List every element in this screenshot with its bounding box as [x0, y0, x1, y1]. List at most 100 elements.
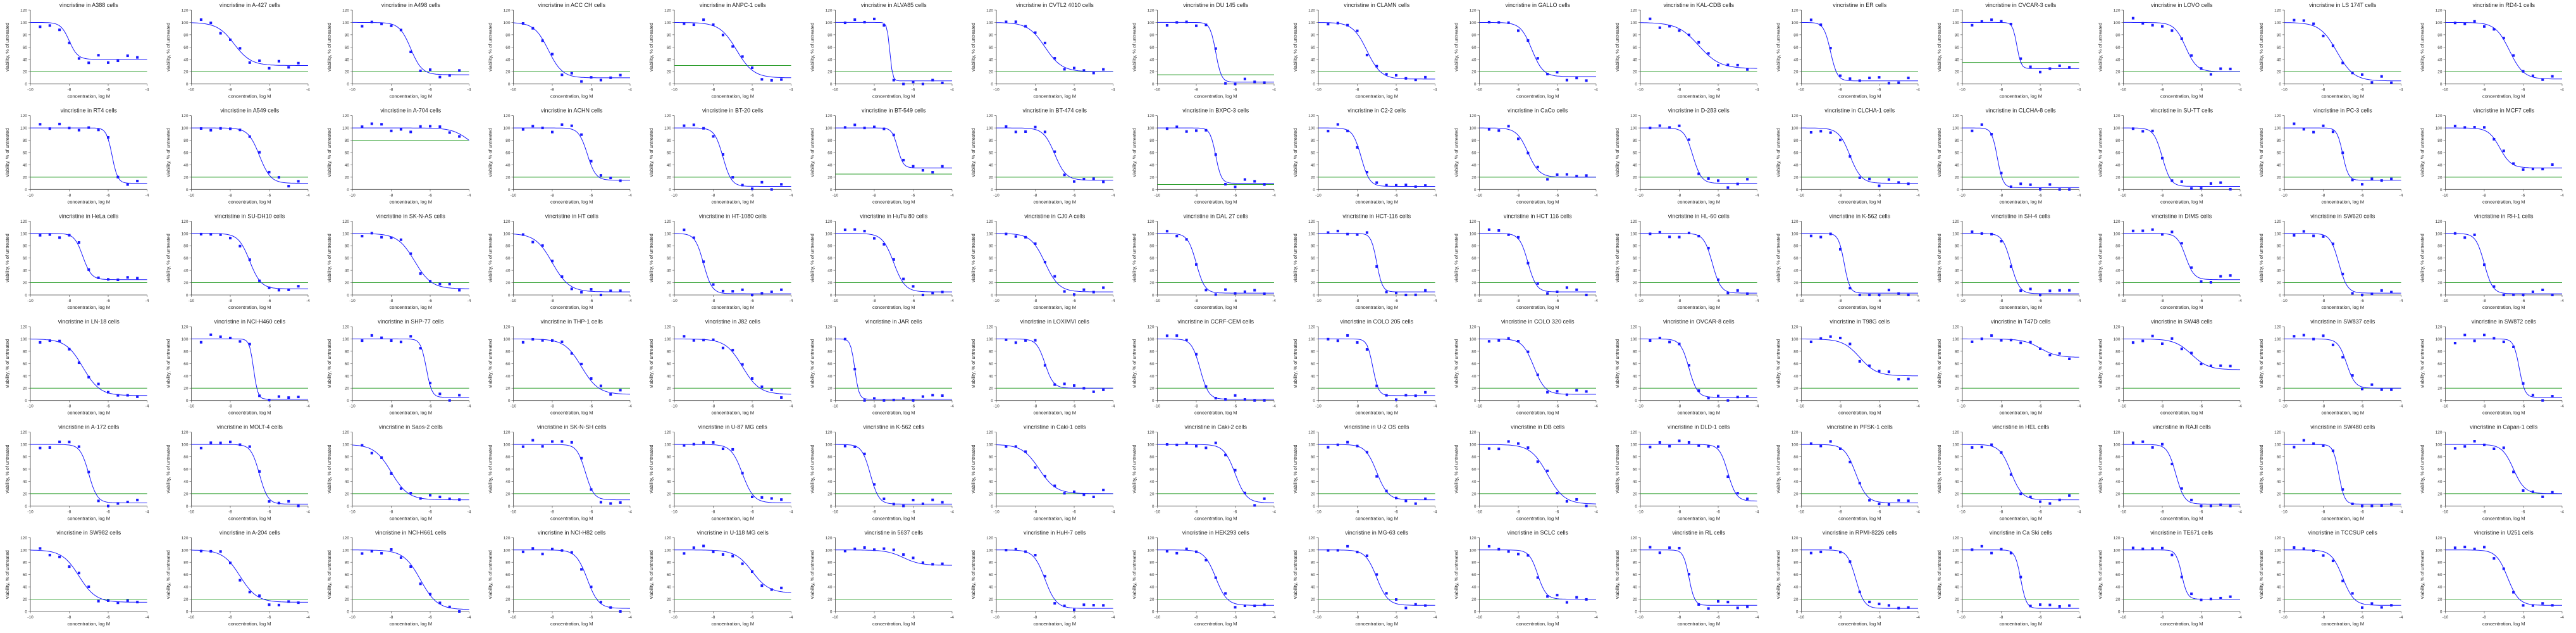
data-point — [1214, 47, 1217, 50]
fit-curve — [1801, 339, 1918, 377]
fit-curve — [1640, 444, 1757, 501]
x-tick-label: -6 — [1234, 510, 1237, 514]
data-point — [287, 66, 290, 69]
y-axis-label: viability, % of untreated — [1454, 23, 1459, 72]
y-tick-label: 60 — [183, 256, 189, 261]
data-point — [39, 341, 42, 344]
y-tick-label: 60 — [989, 151, 994, 156]
data-point — [1878, 76, 1881, 79]
data-point — [609, 76, 612, 79]
data-point — [1404, 184, 1408, 187]
data-point — [1829, 335, 1832, 338]
data-point — [1497, 229, 1501, 232]
data-point — [268, 286, 271, 289]
data-point — [731, 349, 734, 352]
y-tick-label: 100 — [1630, 127, 1637, 131]
y-tick-label: 100 — [504, 337, 511, 342]
x-tick-label: -8 — [2000, 193, 2003, 197]
data-point — [1034, 125, 1037, 128]
panel: vincristine in 5637 cells020406080100120… — [810, 529, 955, 627]
x-tick-label: -4 — [1916, 88, 1920, 92]
y-tick-label: 100 — [2114, 443, 2121, 448]
x-axis-label: concentration, log M — [1999, 199, 2042, 204]
data-point — [1014, 548, 1017, 551]
data-point — [692, 442, 695, 446]
y-tick-label: 80 — [989, 33, 994, 37]
data-point — [1887, 370, 1890, 373]
x-tick-label: -8 — [2160, 193, 2164, 197]
y-tick-label: 100 — [2114, 232, 2121, 236]
data-point — [2351, 502, 2354, 505]
y-tick-label: 20 — [2115, 70, 2121, 75]
data-point — [1195, 24, 1198, 27]
data-point — [1678, 124, 1681, 127]
data-point — [843, 337, 846, 341]
data-point — [1809, 551, 1812, 555]
y-tick-label: 100 — [2114, 337, 2121, 342]
data-point — [2131, 229, 2134, 232]
data-point — [361, 235, 364, 238]
data-point — [570, 124, 573, 127]
x-axis-label: concentration, log M — [1838, 515, 1881, 521]
x-tick-label: -10 — [1799, 404, 1805, 409]
x-tick-label: -8 — [1516, 193, 1520, 197]
data-point — [1575, 389, 1578, 392]
y-tick-label: 60 — [2115, 256, 2121, 261]
x-tick-label: -6 — [268, 510, 271, 514]
data-point — [1878, 294, 1881, 296]
panel: vincristine in OVCAR-8 cells020406080100… — [1614, 318, 1759, 416]
data-point — [1887, 604, 1890, 607]
data-point — [1375, 181, 1378, 184]
x-axis-label: concentration, log M — [228, 621, 271, 627]
data-point — [409, 565, 412, 568]
x-axis-label: concentration, log M — [2160, 94, 2203, 99]
data-point — [1726, 63, 1730, 66]
y-tick-label: 100 — [182, 21, 189, 25]
y-tick-label: 40 — [505, 480, 511, 484]
data-point — [136, 277, 139, 280]
y-axis-label: viability, % of untreated — [1614, 128, 1620, 177]
x-tick-label: -6 — [1394, 193, 1398, 197]
data-point — [1082, 387, 1086, 390]
data-point — [873, 548, 876, 551]
x-tick-label: -10 — [2121, 299, 2127, 303]
data-point — [1034, 31, 1037, 34]
data-point — [843, 444, 846, 448]
panel-title: vincristine in CLAMN cells — [1344, 2, 1410, 8]
y-axis-label: viability, % of untreated — [1776, 234, 1781, 282]
data-point — [2131, 546, 2134, 549]
data-point — [941, 165, 944, 168]
y-axis-label: viability, % of untreated — [166, 234, 171, 282]
x-tick-label: -6 — [912, 615, 915, 620]
y-tick-label: 80 — [1955, 139, 1960, 143]
data-point — [48, 446, 51, 449]
x-axis-label: concentration, log M — [1838, 410, 1881, 416]
data-point — [2370, 292, 2374, 296]
data-point — [2361, 606, 2363, 609]
x-tick-label: -4 — [790, 193, 793, 197]
data-point — [731, 290, 734, 293]
y-axis-label: viability, % of untreated — [1454, 339, 1459, 388]
data-point — [1424, 604, 1427, 607]
data-point — [741, 288, 744, 291]
data-point — [2453, 447, 2456, 450]
data-point — [2322, 334, 2325, 337]
panel: vincristine in ER cells020406080100120-1… — [1776, 2, 1921, 99]
x-tick-label: -4 — [2238, 88, 2242, 92]
data-point — [438, 392, 442, 396]
data-point — [1858, 79, 1861, 82]
data-point — [1565, 601, 1568, 604]
y-tick-label: 0 — [347, 294, 349, 298]
y-tick-label: 80 — [827, 349, 833, 354]
x-axis-label: concentration, log M — [2160, 621, 2203, 627]
y-tick-label: 20 — [345, 492, 350, 496]
x-axis-label: concentration, log M — [1033, 304, 1076, 310]
data-point — [1092, 72, 1095, 75]
y-tick-label: 0 — [1635, 294, 1637, 298]
fit-curve — [30, 444, 147, 503]
y-tick-label: 40 — [1633, 58, 1638, 62]
x-axis-label: concentration, log M — [1033, 94, 1076, 99]
y-tick-label: 100 — [1470, 443, 1477, 448]
data-point — [692, 123, 695, 127]
panel-title: vincristine in K-562 cells — [1829, 213, 1890, 219]
